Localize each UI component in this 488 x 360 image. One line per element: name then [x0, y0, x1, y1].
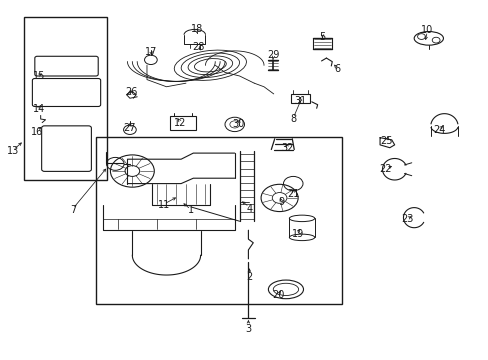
Text: 24: 24	[432, 125, 445, 135]
FancyBboxPatch shape	[35, 56, 98, 76]
Text: 4: 4	[246, 204, 252, 214]
Text: 27: 27	[123, 123, 136, 133]
Text: 32: 32	[281, 143, 293, 153]
Text: 14: 14	[33, 104, 45, 114]
Text: 29: 29	[267, 50, 279, 60]
Text: 2: 2	[246, 272, 252, 282]
Text: 23: 23	[401, 215, 413, 224]
Bar	[96, 137, 341, 304]
FancyBboxPatch shape	[32, 78, 101, 107]
Text: 18: 18	[190, 24, 203, 35]
Text: 15: 15	[33, 71, 45, 81]
Text: 9: 9	[278, 197, 284, 207]
Text: 6: 6	[333, 64, 340, 74]
Text: 20: 20	[272, 291, 284, 301]
Text: 10: 10	[420, 25, 432, 35]
Bar	[170, 116, 195, 130]
Text: 17: 17	[144, 46, 157, 57]
Text: 1: 1	[187, 206, 194, 216]
Text: 12: 12	[174, 118, 186, 128]
Text: 21: 21	[286, 189, 299, 199]
Text: 11: 11	[158, 200, 170, 210]
Text: 8: 8	[289, 114, 296, 124]
Text: 30: 30	[232, 120, 244, 129]
Text: 26: 26	[125, 87, 137, 97]
Text: 22: 22	[379, 164, 391, 174]
Bar	[24, 17, 107, 180]
Text: 7: 7	[70, 206, 76, 216]
Text: 19: 19	[291, 229, 304, 239]
Text: 25: 25	[380, 136, 392, 146]
Text: 28: 28	[192, 42, 204, 52]
Text: 16: 16	[31, 127, 43, 136]
Bar	[290, 94, 310, 103]
Text: 5: 5	[319, 32, 325, 41]
Text: 13: 13	[7, 146, 19, 156]
Text: 31: 31	[294, 96, 306, 106]
FancyBboxPatch shape	[41, 126, 91, 171]
Text: 3: 3	[245, 324, 251, 334]
